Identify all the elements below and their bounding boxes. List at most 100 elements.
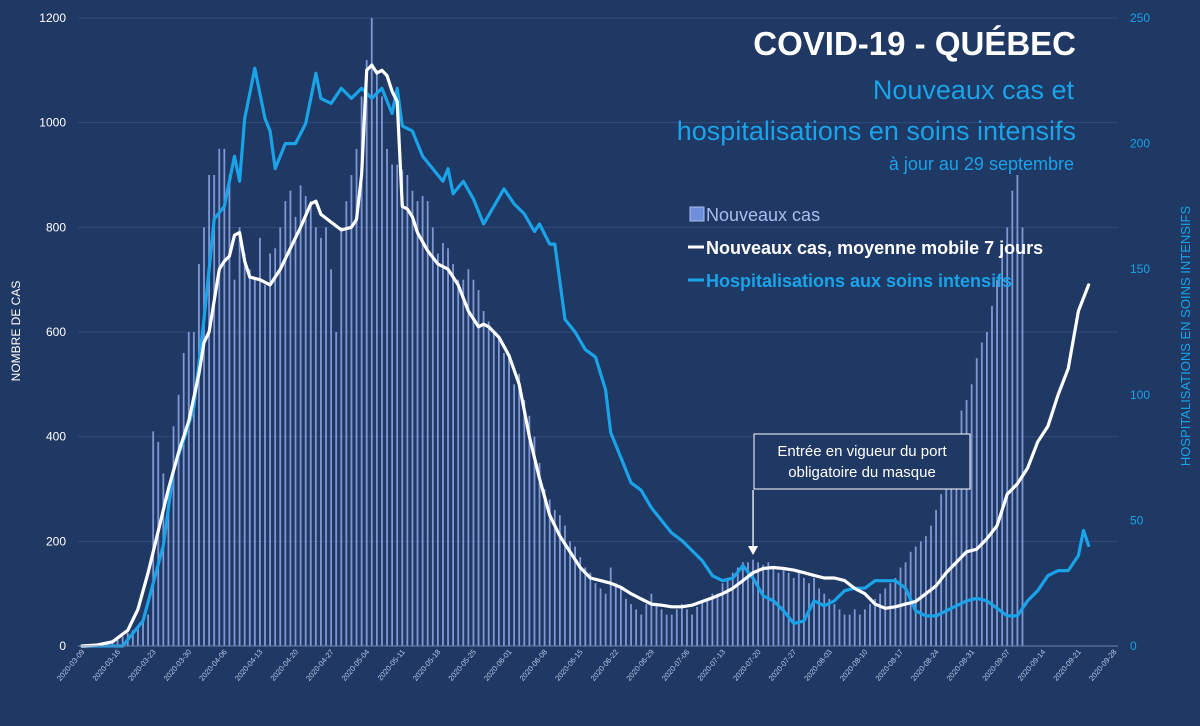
case-bar: [797, 572, 800, 646]
case-bar: [853, 609, 856, 646]
case-bar: [167, 489, 170, 646]
case-bar: [802, 577, 805, 646]
case-bar: [589, 572, 592, 646]
case-bar: [416, 201, 419, 646]
case-bar: [335, 332, 338, 646]
y-tick-label: 200: [46, 534, 66, 548]
case-bar: [767, 562, 770, 646]
case-bar: [869, 604, 871, 646]
case-bar: [269, 253, 271, 646]
y-tick-label: 0: [59, 639, 66, 653]
case-bar: [314, 227, 317, 647]
case-bar: [157, 441, 160, 646]
case-bar: [1021, 227, 1024, 647]
y2-tick-label: 50: [1130, 513, 1144, 527]
case-bar: [772, 567, 775, 646]
case-bar: [304, 195, 307, 646]
case-bar: [299, 185, 302, 646]
case-bar: [650, 593, 653, 646]
case-bar: [340, 227, 343, 647]
case-bar: [640, 614, 643, 646]
case-bar: [574, 546, 577, 646]
case-bar: [848, 614, 851, 646]
legend-icu-label: Hospitalisations aux soins intensifs: [706, 271, 1012, 291]
case-bar: [655, 604, 658, 646]
case-bar: [1016, 175, 1019, 646]
case-bar: [680, 604, 683, 646]
case-bar: [111, 641, 114, 646]
case-bar: [955, 436, 958, 646]
case-bar: [752, 559, 754, 646]
case-bar: [452, 263, 455, 646]
case-bar: [1006, 227, 1009, 647]
case-bar: [833, 604, 836, 646]
annotation-line1: Entrée en vigueur du port: [777, 443, 947, 460]
legend: Nouveaux cas Nouveaux cas, moyenne mobil…: [688, 205, 1043, 291]
case-bar: [259, 237, 261, 647]
case-bar: [777, 572, 780, 646]
case-bar: [192, 332, 195, 646]
case-bar: [203, 227, 205, 647]
legend-bars-swatch: [689, 206, 705, 222]
case-bar: [442, 243, 444, 647]
case-bar: [863, 609, 866, 646]
case-bar: [487, 321, 490, 646]
case-bar: [630, 604, 632, 646]
annotation-line2: obligatoire du masque: [788, 464, 936, 481]
icu-line: [80, 66, 1091, 648]
case-bar: [625, 598, 627, 646]
case-bar: [406, 175, 409, 646]
case-bar: [553, 509, 556, 646]
case-bar: [152, 431, 155, 646]
mask-annotation: Entrée en vigueur du port obligatoire du…: [748, 433, 971, 555]
case-bar: [670, 614, 673, 646]
case-bar: [243, 253, 246, 646]
case-bar: [635, 609, 638, 646]
case-bar: [950, 447, 953, 646]
case-bar: [782, 567, 785, 646]
case-bar: [375, 70, 378, 647]
case-bar: [274, 248, 277, 646]
case-bar: [925, 536, 927, 646]
case-bar: [172, 426, 175, 646]
case-bar: [665, 614, 668, 646]
annotation-box: [753, 433, 971, 490]
case-bar: [726, 577, 729, 646]
case-bar: [747, 562, 749, 646]
case-bar: [558, 515, 561, 646]
case-bar: [147, 614, 149, 646]
case-bar: [828, 598, 831, 646]
case-bar: [187, 332, 190, 646]
case-bar: [411, 190, 414, 646]
case-bar: [701, 601, 704, 646]
case-bar: [370, 18, 373, 646]
case-bar: [843, 614, 846, 646]
case-bar: [980, 342, 983, 646]
case-bar: [787, 572, 790, 646]
case-bar: [467, 269, 470, 646]
case-bar: [492, 332, 495, 646]
case-bar: [691, 614, 693, 646]
case-bar: [614, 583, 617, 646]
case-bar: [889, 583, 892, 646]
case-bar: [381, 96, 383, 646]
case-bar: [238, 227, 241, 647]
case-bar: [345, 201, 348, 646]
case-bar: [248, 269, 251, 646]
case-bar: [919, 541, 922, 646]
case-bar: [930, 525, 932, 646]
case-bar: [741, 562, 744, 646]
case-bar: [497, 337, 500, 646]
case-bar: [121, 636, 124, 646]
case-bar: [457, 279, 460, 646]
case-bar: [940, 494, 943, 646]
case-bar: [472, 279, 475, 646]
case-bar: [548, 499, 551, 646]
y2-tick-label: 100: [1130, 388, 1150, 402]
case-bar: [970, 384, 973, 646]
case-bar: [960, 410, 963, 646]
chart-title: COVID-19 - QUÉBEC: [753, 25, 1076, 62]
case-bar: [294, 216, 297, 646]
y2-tick-label: 0: [1130, 639, 1137, 653]
